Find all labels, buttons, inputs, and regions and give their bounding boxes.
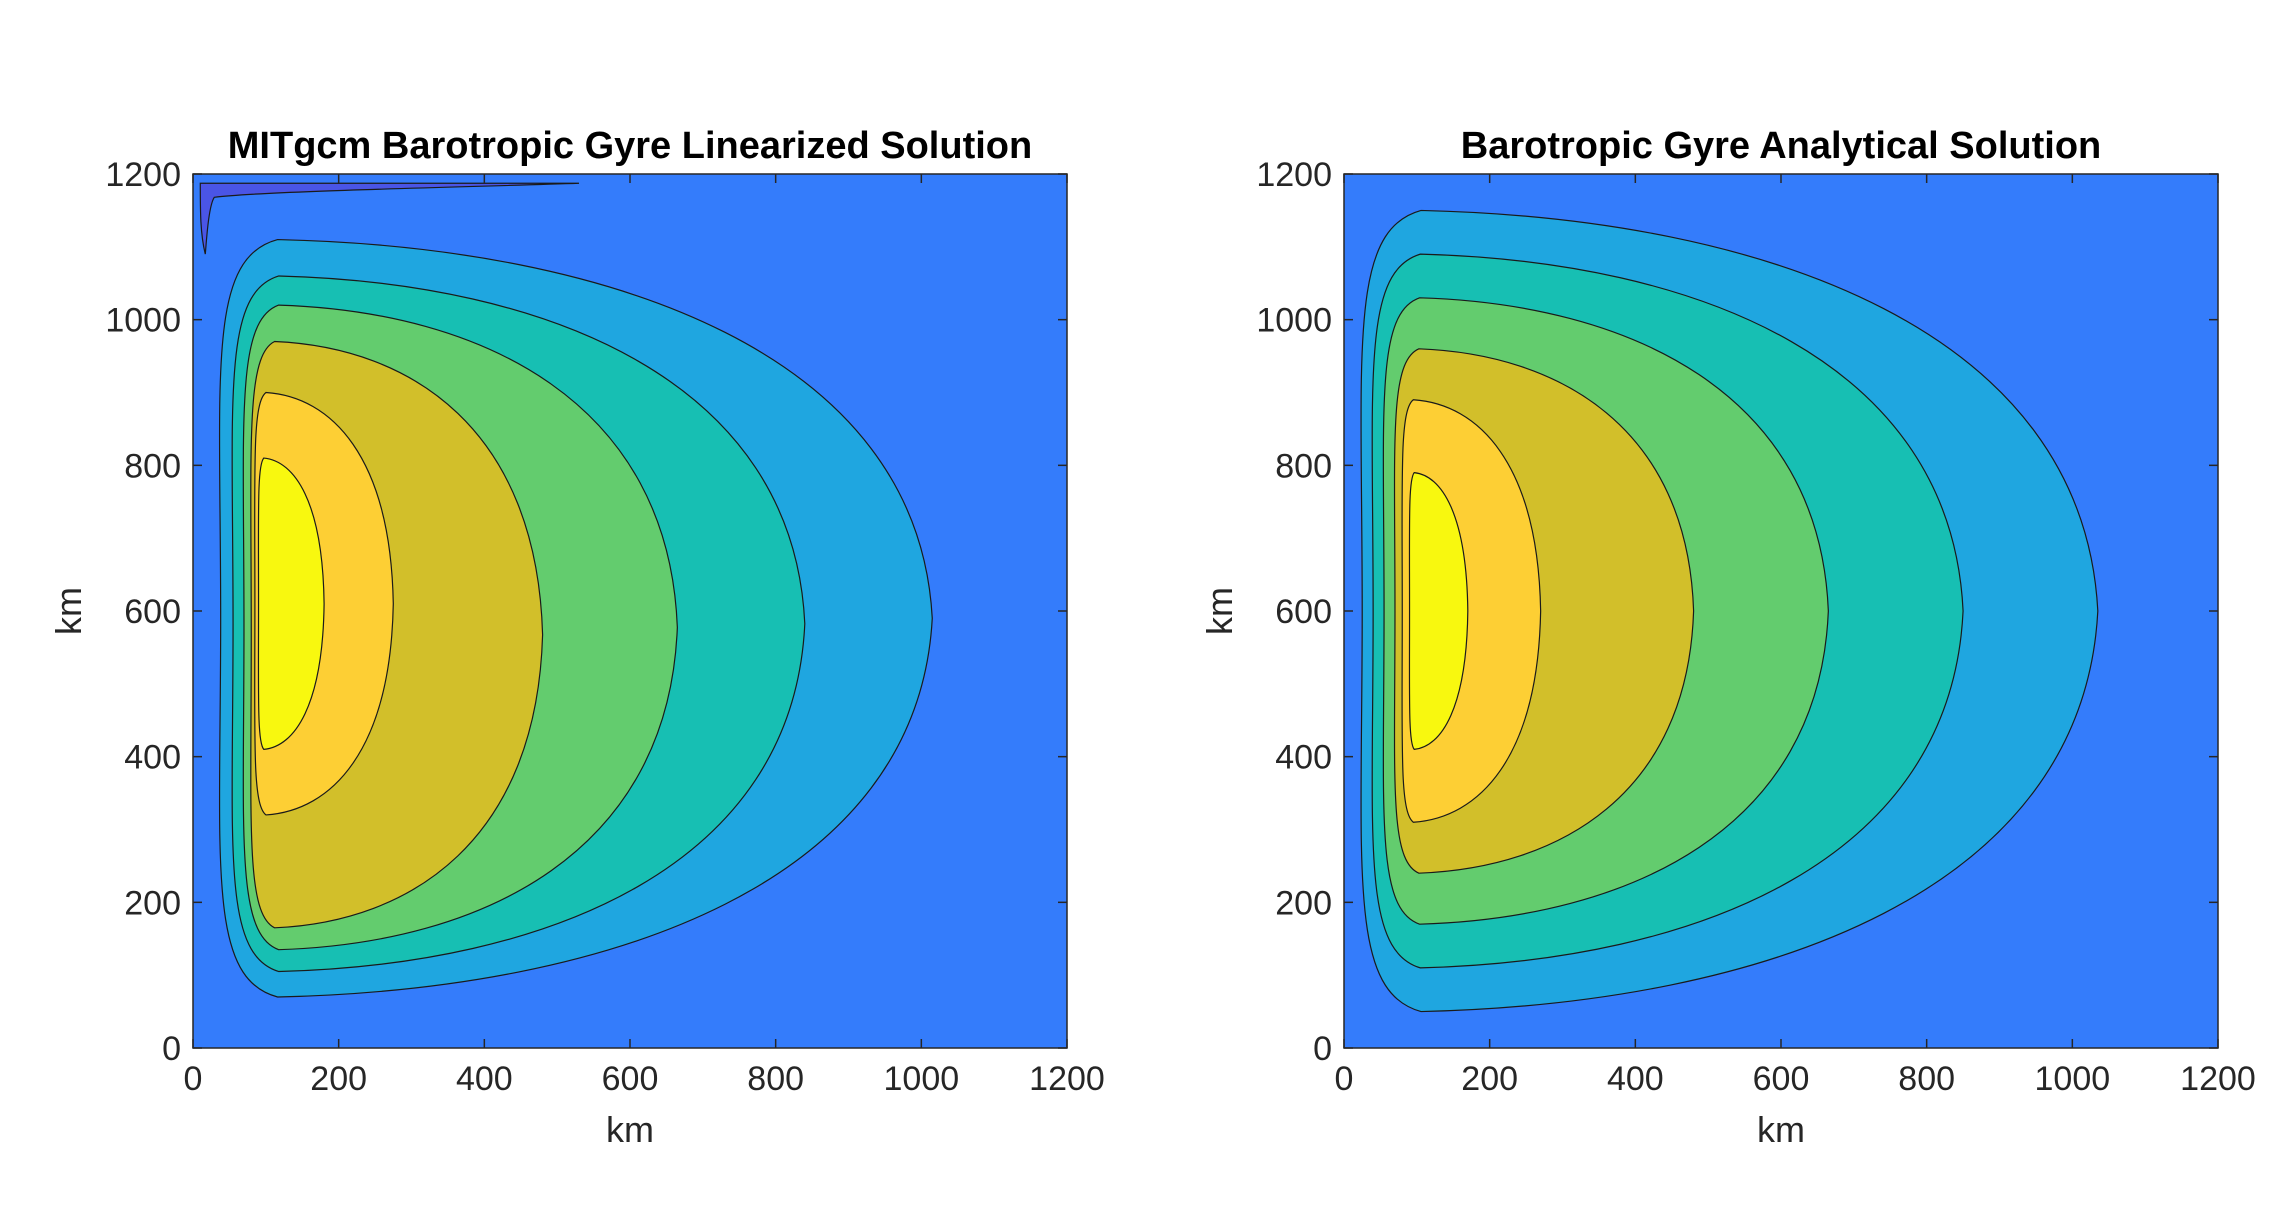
plot-area <box>193 174 1067 1048</box>
panel-analytical: 0 200 400 600 800 1000 1200 0 200 400 600 800 1000 12… <box>1199 125 2256 1150</box>
y-tick-label: 200 <box>1275 884 1332 922</box>
x-axis-label: km <box>1757 1109 1805 1150</box>
x-axis-label: km <box>606 1109 654 1150</box>
y-tick-label: 0 <box>162 1030 181 1068</box>
panel-linearized: 0 200 400 600 800 1000 1200 0 200 400 600 800 1000 12… <box>48 125 1105 1150</box>
x-tick-label: 0 <box>1335 1060 1354 1098</box>
x-tick-label: 400 <box>456 1060 513 1098</box>
x-tick-label: 1200 <box>2180 1060 2256 1098</box>
axes: 0 200 400 600 800 1000 1200 0 200 400 600 800 1000 12… <box>105 156 1104 1098</box>
y-tick-label: 1200 <box>105 156 181 194</box>
panel-title: MITgcm Barotropic Gyre Linearized Soluti… <box>228 125 1032 167</box>
x-tick-label: 800 <box>747 1060 804 1098</box>
plot-area <box>1344 174 2218 1048</box>
x-tick-label: 600 <box>602 1060 659 1098</box>
y-tick-label: 200 <box>124 884 181 922</box>
x-tick-label: 1200 <box>1029 1060 1105 1098</box>
y-tick-label: 1000 <box>105 302 181 340</box>
x-tick-label: 800 <box>1898 1060 1955 1098</box>
axes: 0 200 400 600 800 1000 1200 0 200 400 600 800 1000 12… <box>1256 156 2255 1098</box>
panel-title: Barotropic Gyre Analytical Solution <box>1461 125 2102 167</box>
y-tick-label: 800 <box>1275 447 1332 485</box>
y-tick-label: 400 <box>124 739 181 777</box>
boundary-anomaly <box>199 182 580 255</box>
x-tick-label: 1000 <box>2035 1060 2111 1098</box>
contour-level-6 <box>1408 471 1469 751</box>
contour-level-6 <box>257 457 325 751</box>
y-tick-label: 800 <box>124 447 181 485</box>
x-tick-label: 200 <box>310 1060 367 1098</box>
x-tick-label: 1000 <box>884 1060 960 1098</box>
x-tick-label: 200 <box>1461 1060 1518 1098</box>
y-tick-label: 600 <box>1275 593 1332 631</box>
y-axis-label: km <box>48 587 89 635</box>
y-tick-label: 600 <box>124 593 181 631</box>
x-tick-label: 600 <box>1753 1060 1810 1098</box>
y-tick-label: 1200 <box>1256 156 1332 194</box>
y-tick-label: 400 <box>1275 739 1332 777</box>
y-tick-label: 0 <box>1313 1030 1332 1068</box>
y-tick-label: 1000 <box>1256 302 1332 340</box>
x-tick-label: 0 <box>184 1060 203 1098</box>
x-tick-label: 400 <box>1607 1060 1664 1098</box>
y-axis-label: km <box>1199 587 1240 635</box>
